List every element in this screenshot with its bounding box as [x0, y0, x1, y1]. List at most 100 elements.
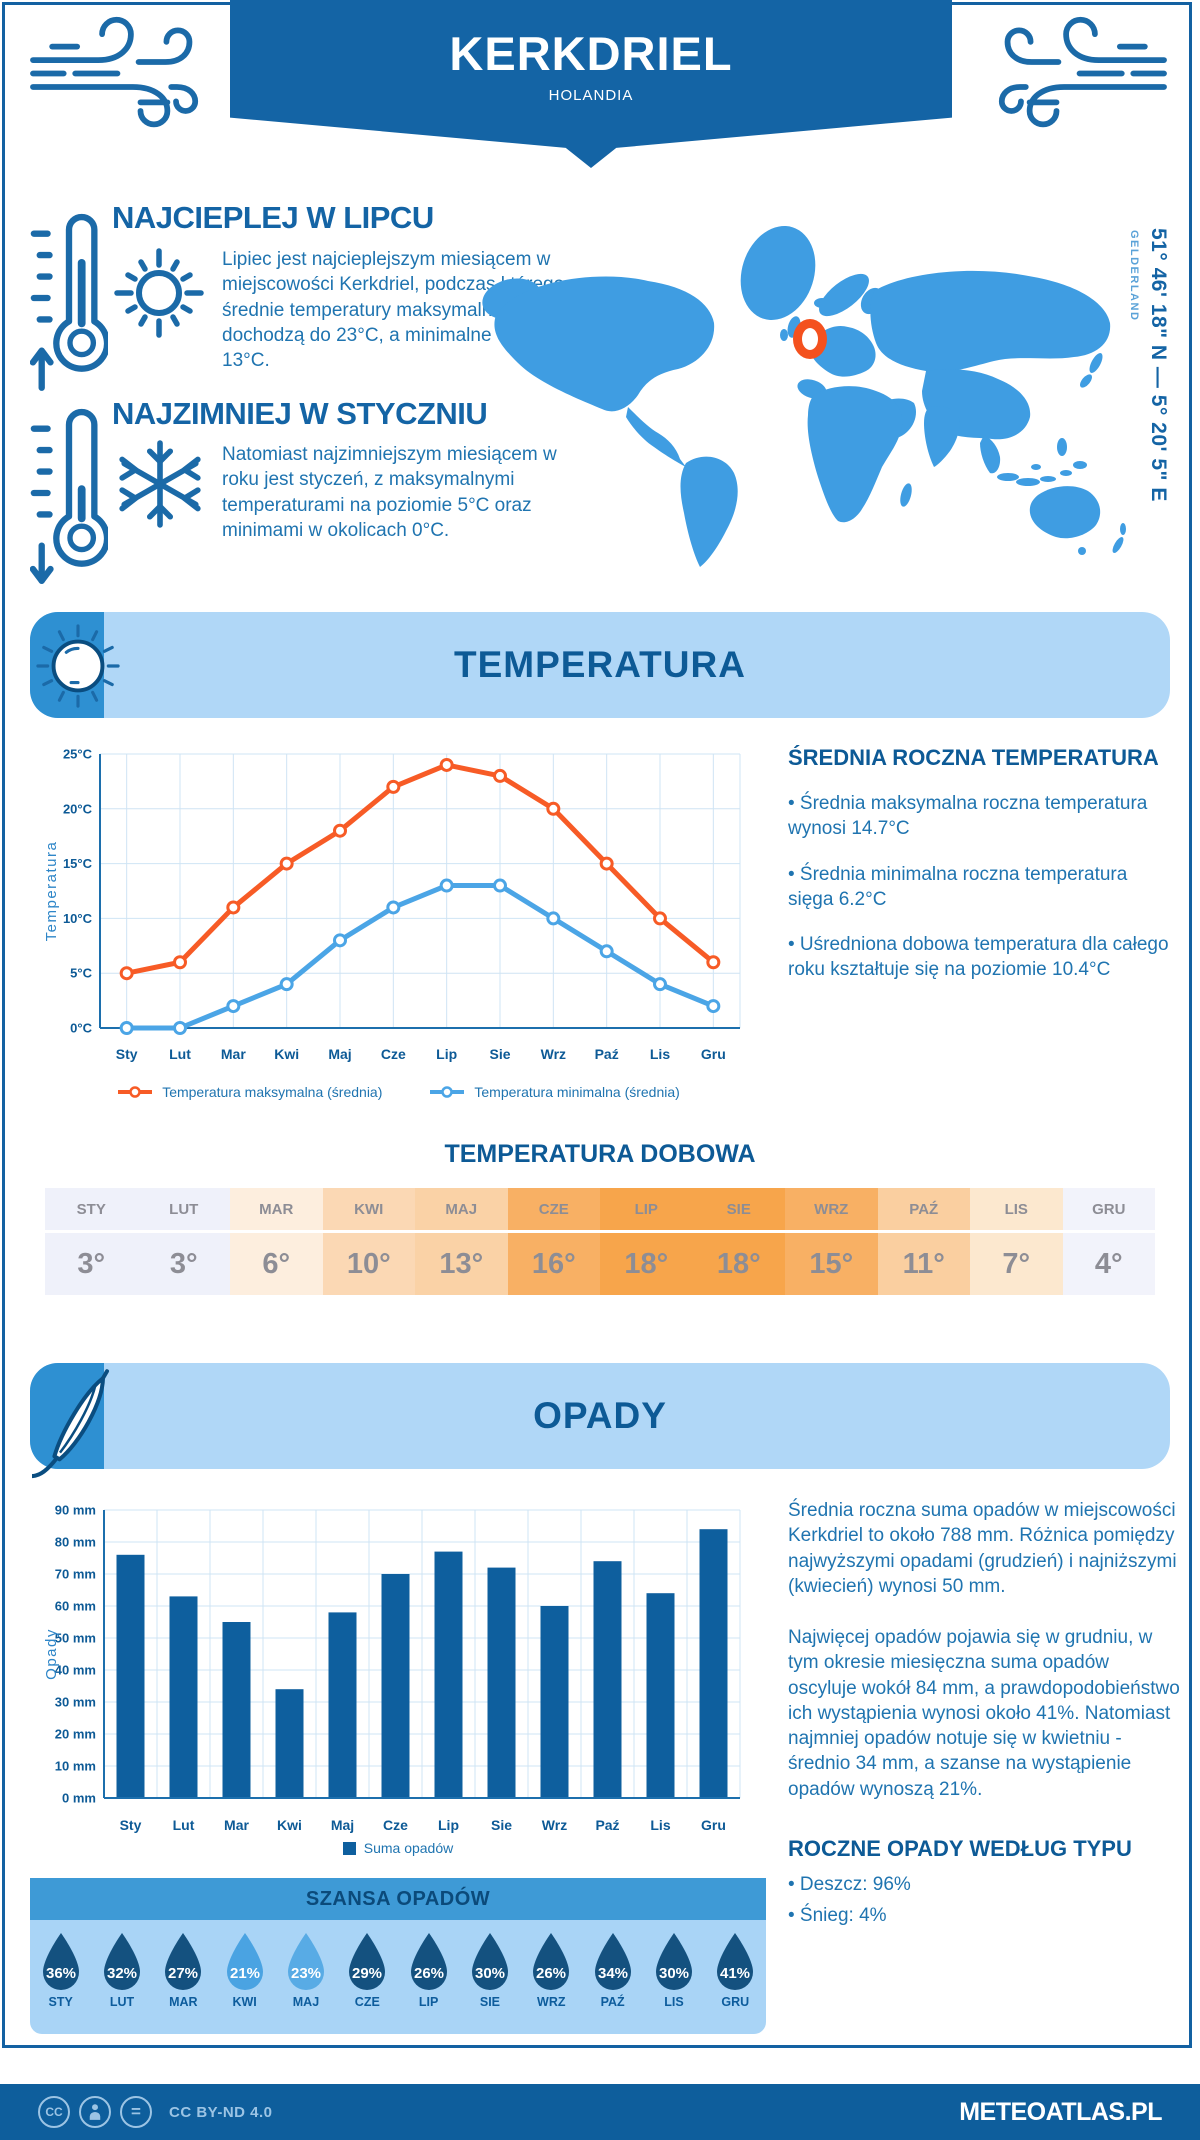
svg-text:40 mm: 40 mm: [55, 1663, 96, 1678]
svg-text:36%: 36%: [46, 1965, 76, 1982]
rain-chance-item: 30% SIE: [459, 1930, 520, 2034]
svg-text:41%: 41%: [720, 1965, 750, 1982]
rain-chance-month: SIE: [479, 1995, 501, 2009]
svg-text:27%: 27%: [168, 1965, 198, 1982]
svg-text:29%: 29%: [352, 1965, 382, 1982]
svg-text:26%: 26%: [536, 1965, 566, 1982]
daily-temperature-table: STY 3° LUT 3° MAR 6° KWI 10° MAJ 13° CZE 16° LIP 18° S…: [45, 1188, 1155, 1295]
svg-text:20 mm: 20 mm: [55, 1727, 96, 1742]
table-column: MAJ 13°: [415, 1188, 508, 1295]
temperature-value-cell: 18°: [600, 1233, 693, 1295]
table-column: GRU 4°: [1062, 1188, 1155, 1295]
month-header-cell: LIS: [970, 1188, 1063, 1230]
svg-text:Cze: Cze: [383, 1817, 408, 1833]
raindrop-icon: 30%: [471, 1933, 508, 1990]
raindrop-icon: 29%: [349, 1933, 386, 1990]
rain-chance-month: GRU: [721, 1995, 750, 2009]
svg-text:32%: 32%: [107, 1965, 137, 1982]
temperature-value-cell: 4°: [1062, 1233, 1155, 1295]
svg-text:Sie: Sie: [491, 1817, 512, 1833]
snowflake-icon: [119, 440, 201, 528]
raindrop-icon: 34%: [594, 1933, 631, 1990]
svg-text:0 mm: 0 mm: [62, 1791, 96, 1806]
legend-item: Temperatura minimalna (średnia): [428, 1084, 680, 1100]
svg-text:50 mm: 50 mm: [55, 1631, 96, 1646]
table-column: STY 3°: [45, 1188, 138, 1295]
precipitation-text-panel: Średnia roczna suma opadów w miejscowośc…: [788, 1498, 1180, 1928]
svg-text:34%: 34%: [598, 1965, 628, 1982]
svg-text:10°C: 10°C: [63, 911, 93, 926]
month-header-cell: GRU: [1062, 1188, 1155, 1230]
precipitation-banner: OPADY: [30, 1363, 1170, 1469]
month-header-cell: LUT: [137, 1188, 230, 1230]
svg-text:Sie: Sie: [489, 1046, 510, 1062]
month-header-cell: KWI: [322, 1188, 415, 1230]
temperature-value-cell: 7°: [970, 1233, 1063, 1295]
table-column: WRZ 15°: [785, 1188, 878, 1295]
raindrop-icon: 21%: [226, 1933, 263, 1990]
svg-text:Kwi: Kwi: [274, 1046, 299, 1062]
legend-item: Temperatura maksymalna (średnia): [116, 1084, 382, 1100]
temperature-value-cell: 15°: [785, 1233, 878, 1295]
svg-text:Maj: Maj: [331, 1817, 354, 1833]
temperature-value-cell: 18°: [692, 1233, 785, 1295]
table-column: SIE 18°: [692, 1188, 785, 1295]
svg-text:Lip: Lip: [438, 1817, 459, 1833]
svg-text:26%: 26%: [414, 1965, 444, 1982]
temperature-chart: 0°C 5°C 10°C 15°C 20°C 25°C Temperatura Sty Lut M…: [42, 740, 754, 1075]
rain-chance-item: 41% GRU: [705, 1930, 766, 2034]
rain-chance-month: STY: [48, 1995, 73, 2009]
region-label: GELDERLAND: [1128, 230, 1140, 322]
rain-chance-item: 29% CZE: [337, 1930, 398, 2034]
daily-temperature-heading: TEMPERATURA DOBOWA: [444, 1140, 756, 1168]
svg-text:10 mm: 10 mm: [55, 1759, 96, 1774]
location-marker: [793, 319, 827, 359]
warmest-heading: NAJCIEPLEJ W LIPCU: [112, 200, 434, 235]
svg-text:Sty: Sty: [120, 1817, 142, 1833]
svg-text:90 mm: 90 mm: [55, 1503, 96, 1518]
no-derivatives-icon: =: [120, 2096, 152, 2128]
wind-icon-right: [998, 16, 1167, 128]
svg-text:Wrz: Wrz: [542, 1817, 567, 1833]
page-subtitle: HOLANDIA: [548, 87, 634, 104]
svg-text:20°C: 20°C: [63, 801, 93, 816]
svg-text:Maj: Maj: [328, 1046, 351, 1062]
rain-chance-item: 21% KWI: [214, 1930, 275, 2034]
month-header-cell: SIE: [692, 1188, 785, 1230]
raindrop-icon: 41%: [717, 1933, 754, 1990]
svg-text:Wrz: Wrz: [541, 1046, 566, 1062]
svg-text:30%: 30%: [475, 1965, 505, 1982]
umbrella-icon: [32, 1369, 109, 1479]
annual-temperature-bullet: • Średnia maksymalna roczna temperatura …: [788, 793, 1148, 840]
svg-text:5°C: 5°C: [70, 966, 92, 981]
precipitation-banner-title: OPADY: [533, 1395, 667, 1436]
table-column: MAR 6°: [230, 1188, 323, 1295]
annual-temperature-heading: ŚREDNIA ROCZNA TEMPERATURA: [788, 745, 1159, 770]
svg-text:30 mm: 30 mm: [55, 1695, 96, 1710]
svg-text:70 mm: 70 mm: [55, 1567, 96, 1582]
sun-banner-icon: [36, 624, 120, 708]
rain-chance-month: LIS: [664, 1995, 684, 2009]
temperature-banner-title: TEMPERATURA: [454, 644, 746, 685]
legend-item: Suma opadów: [342, 1840, 453, 1856]
precipitation-type-bullet: • Śnieg: 4%: [788, 1905, 887, 1927]
temperature-value-cell: 10°: [322, 1233, 415, 1295]
svg-text:Mar: Mar: [224, 1817, 249, 1833]
rain-chance-month: LUT: [109, 1995, 135, 2009]
world-map: [482, 226, 1126, 567]
wind-icon-left: [30, 16, 199, 128]
svg-text:60 mm: 60 mm: [55, 1599, 96, 1614]
raindrop-icon: 32%: [103, 1933, 140, 1990]
month-header-cell: PAŹ: [877, 1188, 970, 1230]
annual-temperature-bullet: • Średnia minimalna roczna temperatura s…: [788, 863, 1128, 910]
table-column: LIP 18°: [600, 1188, 693, 1295]
rain-chance-month: LIP: [418, 1995, 439, 2009]
month-header-cell: STY: [45, 1188, 138, 1230]
footer: CC = CC BY-ND 4.0 METEOATLAS.PL: [0, 2084, 1200, 2140]
temperature-value-cell: 16°: [507, 1233, 600, 1295]
license-label: CC BY-ND 4.0: [169, 2103, 273, 2121]
cc-license-icons: CC = CC BY-ND 4.0: [38, 2096, 273, 2128]
raindrop-icon: 36%: [42, 1933, 79, 1990]
svg-text:23%: 23%: [291, 1965, 321, 1982]
rain-chance-month: MAR: [169, 1995, 198, 2009]
